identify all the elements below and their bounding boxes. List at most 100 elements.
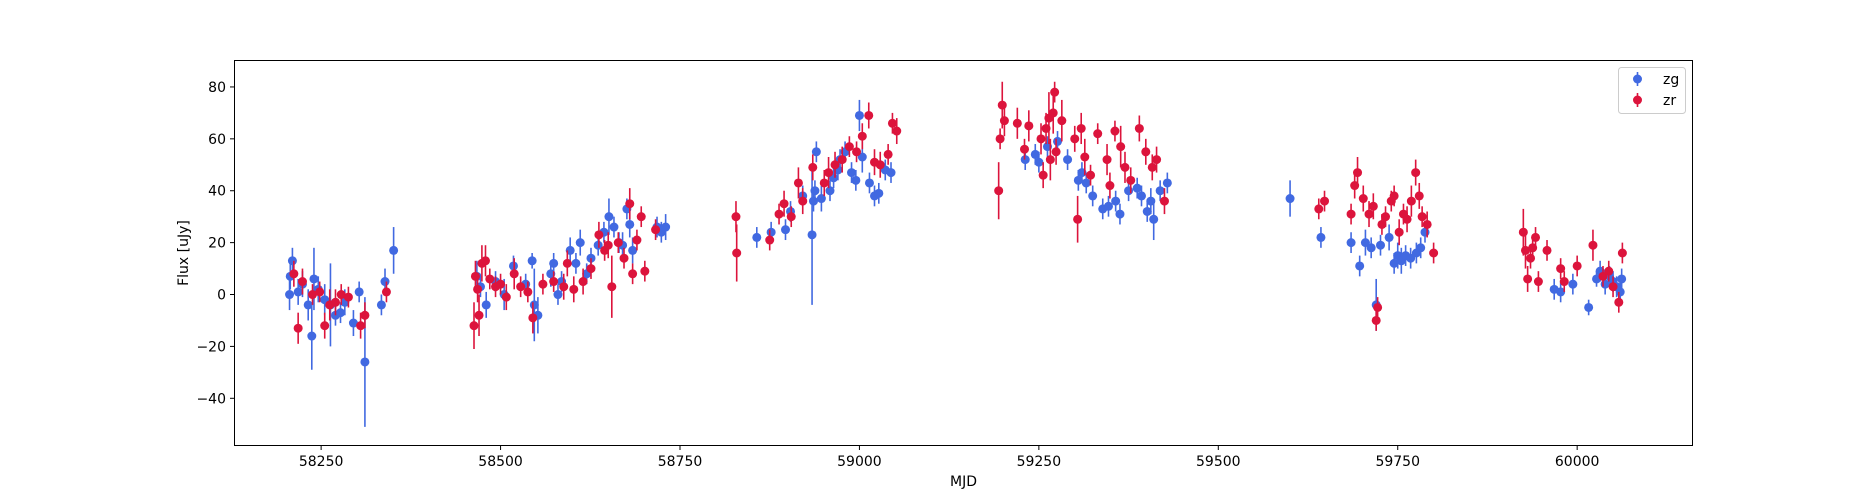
data-point — [381, 287, 391, 297]
data-point — [496, 279, 506, 289]
data-point — [1406, 196, 1416, 206]
data-point — [613, 238, 623, 248]
data-point — [1588, 240, 1598, 250]
data-point — [892, 126, 902, 136]
data-point — [1556, 264, 1566, 274]
data-point — [1086, 170, 1096, 180]
data-point — [811, 147, 821, 157]
data-point — [1360, 238, 1370, 248]
data-point — [1584, 302, 1594, 312]
data-point — [999, 116, 1009, 126]
data-point — [470, 271, 480, 281]
data-point — [1314, 204, 1324, 214]
data-point — [594, 230, 604, 240]
data-point — [1531, 232, 1541, 242]
data-point — [303, 300, 313, 310]
data-point — [1371, 315, 1381, 325]
data-point — [474, 310, 484, 320]
data-point — [857, 152, 867, 162]
data-point — [1024, 121, 1034, 131]
data-point — [1076, 123, 1086, 133]
data-point — [886, 168, 896, 178]
x-axis: 58250 58500 58750 59000 59250 59500 59750 60000 — [299, 445, 1599, 470]
data-point — [1406, 253, 1416, 263]
data-point — [875, 160, 885, 170]
data-point — [315, 287, 325, 297]
data-point — [1422, 219, 1432, 229]
x-tick-label: 59750 — [1375, 454, 1420, 470]
data-point — [830, 160, 840, 170]
data-point — [1149, 214, 1159, 224]
data-point — [1120, 162, 1130, 172]
data-point — [1608, 282, 1618, 292]
data-point — [752, 232, 762, 242]
data-point — [864, 110, 874, 120]
data-point — [1036, 134, 1046, 144]
data-point — [1051, 147, 1061, 157]
data-point — [1057, 116, 1067, 126]
data-point — [651, 225, 661, 235]
data-point — [852, 147, 862, 157]
data-point — [1381, 212, 1391, 222]
y-tick-label: −40 — [196, 391, 226, 407]
data-point — [307, 331, 317, 341]
data-point — [994, 186, 1004, 196]
data-point — [1012, 118, 1022, 128]
data-point — [731, 212, 741, 222]
data-point — [523, 287, 533, 297]
data-point — [1614, 297, 1624, 307]
data-point — [1020, 144, 1030, 154]
data-point — [808, 196, 818, 206]
data-point — [1417, 212, 1427, 222]
data-point — [575, 238, 585, 248]
data-point — [1416, 243, 1426, 253]
data-point — [1368, 201, 1378, 211]
data-point — [571, 258, 581, 268]
data-point — [1073, 175, 1083, 185]
data-point — [376, 300, 386, 310]
data-point — [774, 209, 784, 219]
y-axis-label: Flux [uJy] — [176, 220, 192, 286]
data-point — [1110, 126, 1120, 136]
data-point — [995, 134, 1005, 144]
data-point — [549, 258, 559, 268]
data-point — [1366, 243, 1376, 253]
data-point — [380, 277, 390, 287]
series-zr — [289, 81, 1627, 349]
data-point — [285, 290, 295, 300]
data-point — [1518, 227, 1528, 237]
data-point — [883, 149, 893, 159]
data-point — [1615, 287, 1625, 297]
legend-label: zg — [1663, 72, 1679, 88]
data-point — [1384, 232, 1394, 242]
data-point — [287, 256, 297, 266]
data-point — [1429, 248, 1439, 258]
x-tick-label: 59500 — [1196, 454, 1241, 470]
y-tick-label: 40 — [208, 184, 226, 200]
legend: zg zr — [1618, 67, 1686, 114]
data-point — [1542, 245, 1552, 255]
data-point — [786, 212, 796, 222]
data-point — [1081, 178, 1091, 188]
data-point — [469, 321, 479, 331]
data-point — [1556, 287, 1566, 297]
data-point — [1376, 240, 1386, 250]
data-point — [1520, 245, 1530, 255]
data-point — [810, 186, 820, 196]
x-tick-label: 58250 — [299, 454, 344, 470]
data-point — [348, 318, 358, 328]
data-points-layer — [285, 81, 1627, 427]
data-point — [798, 196, 808, 206]
data-point — [1604, 266, 1614, 276]
data-point — [501, 292, 511, 302]
data-point — [1414, 191, 1424, 201]
data-point — [538, 279, 548, 289]
data-point — [779, 199, 789, 209]
data-point — [628, 245, 638, 255]
data-point — [549, 277, 559, 287]
data-point — [481, 300, 491, 310]
data-point — [1346, 209, 1356, 219]
data-point — [1142, 206, 1152, 216]
data-point — [1389, 191, 1399, 201]
